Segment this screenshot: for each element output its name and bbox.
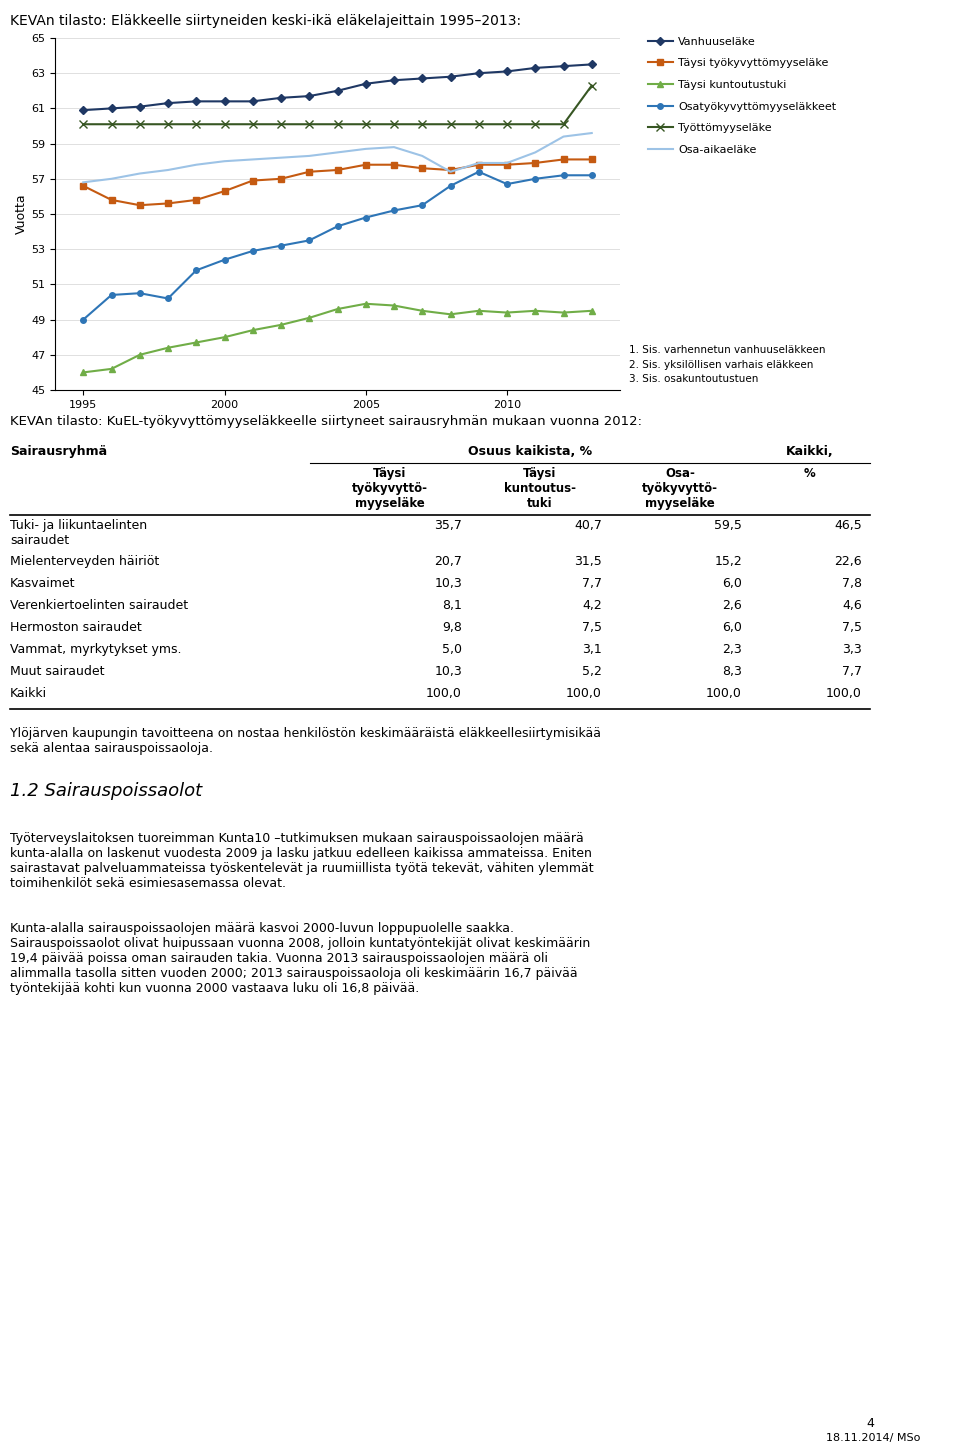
Text: 40,7: 40,7 [574, 519, 602, 533]
Text: 7,8: 7,8 [842, 577, 862, 591]
Text: 5,2: 5,2 [582, 665, 602, 678]
Text: Kasvaimet: Kasvaimet [10, 577, 76, 591]
Text: KEVAn tilasto: KuEL-työkyvyttömyyseläkkeelle siirtyneet sairausryhmän mukaan vuo: KEVAn tilasto: KuEL-työkyvyttömyyseläkke… [10, 415, 642, 428]
Text: 2,3: 2,3 [722, 643, 742, 656]
Text: Mielenterveyden häiriöt: Mielenterveyden häiriöt [10, 554, 159, 567]
Text: Ylöjärven kaupungin tavoitteena on nostaa henkilöstön keskimääräistä eläkkeelles: Ylöjärven kaupungin tavoitteena on nosta… [10, 727, 601, 755]
Text: 4: 4 [866, 1418, 874, 1431]
Text: Hermoston sairaudet: Hermoston sairaudet [10, 621, 142, 634]
Text: KEVAn tilasto: Eläkkeelle siirtyneiden keski-ikä eläkelajeittain 1995–2013:: KEVAn tilasto: Eläkkeelle siirtyneiden k… [10, 15, 521, 28]
Text: 7,7: 7,7 [582, 577, 602, 591]
Text: 31,5: 31,5 [574, 554, 602, 567]
Text: 59,5: 59,5 [714, 519, 742, 533]
Text: Tuki- ja liikuntaelinten
sairaudet: Tuki- ja liikuntaelinten sairaudet [10, 519, 147, 547]
Text: 4,2: 4,2 [583, 599, 602, 612]
Text: Verenkiertoelinten sairaudet: Verenkiertoelinten sairaudet [10, 599, 188, 612]
Text: 3,1: 3,1 [583, 643, 602, 656]
Text: 4,6: 4,6 [842, 599, 862, 612]
Text: 15,2: 15,2 [714, 554, 742, 567]
Text: 100,0: 100,0 [827, 686, 862, 699]
Text: 7,5: 7,5 [582, 621, 602, 634]
Text: Kunta-alalla sairauspoissaolojen määrä kasvoi 2000-luvun loppupuolelle saakka.
S: Kunta-alalla sairauspoissaolojen määrä k… [10, 921, 590, 995]
Legend: Vanhuuseläke, Täysi työkyvyttömyyseläke, Täysi kuntoutustuki, Osatyökyvyttömyyse: Vanhuuseläke, Täysi työkyvyttömyyseläke,… [648, 36, 836, 155]
Text: Osuus kaikista, %: Osuus kaikista, % [468, 445, 592, 459]
Text: 6,0: 6,0 [722, 621, 742, 634]
Text: 8,3: 8,3 [722, 665, 742, 678]
Text: 22,6: 22,6 [834, 554, 862, 567]
Text: 100,0: 100,0 [566, 686, 602, 699]
Text: 1.2 Sairauspoissaolot: 1.2 Sairauspoissaolot [10, 782, 203, 800]
Text: 3. Sis. osakuntoutustuen: 3. Sis. osakuntoutustuen [629, 374, 758, 385]
Text: Täysi
työkyvyttö-
myyseläke: Täysi työkyvyttö- myyseläke [352, 467, 428, 509]
Text: 10,3: 10,3 [434, 665, 462, 678]
Text: 10,3: 10,3 [434, 577, 462, 591]
Text: 7,5: 7,5 [842, 621, 862, 634]
Text: Täysi
kuntoutus-
tuki: Täysi kuntoutus- tuki [504, 467, 576, 509]
Text: Kaikki: Kaikki [10, 686, 47, 699]
Text: 1. Sis. varhennetun vanhuuseläkkeen: 1. Sis. varhennetun vanhuuseläkkeen [629, 345, 826, 355]
Text: 20,7: 20,7 [434, 554, 462, 567]
Text: Kaikki,: Kaikki, [786, 445, 834, 459]
Text: 7,7: 7,7 [842, 665, 862, 678]
Text: 2,6: 2,6 [722, 599, 742, 612]
Text: %: % [804, 467, 816, 480]
Text: Osa-
työkyvyttö-
myyseläke: Osa- työkyvyttö- myyseläke [642, 467, 718, 509]
Text: 46,5: 46,5 [834, 519, 862, 533]
Text: 5,0: 5,0 [442, 643, 462, 656]
Text: Vammat, myrkytykset yms.: Vammat, myrkytykset yms. [10, 643, 181, 656]
Text: 9,8: 9,8 [443, 621, 462, 634]
Text: Työterveyslaitoksen tuoreimman Kunta10 –tutkimuksen mukaan sairauspoissaolojen m: Työterveyslaitoksen tuoreimman Kunta10 –… [10, 831, 593, 889]
Text: Sairausryhmä: Sairausryhmä [10, 445, 108, 459]
Text: 100,0: 100,0 [426, 686, 462, 699]
Text: 18.11.2014/ MSo: 18.11.2014/ MSo [826, 1434, 920, 1442]
Text: 6,0: 6,0 [722, 577, 742, 591]
Text: 8,1: 8,1 [443, 599, 462, 612]
Text: 3,3: 3,3 [842, 643, 862, 656]
Text: 100,0: 100,0 [707, 686, 742, 699]
Text: 2. Sis. yksilöllisen varhais eläkkeen: 2. Sis. yksilöllisen varhais eläkkeen [629, 360, 813, 370]
Text: Muut sairaudet: Muut sairaudet [10, 665, 105, 678]
Y-axis label: Vuotta: Vuotta [15, 193, 28, 234]
Text: 35,7: 35,7 [434, 519, 462, 533]
